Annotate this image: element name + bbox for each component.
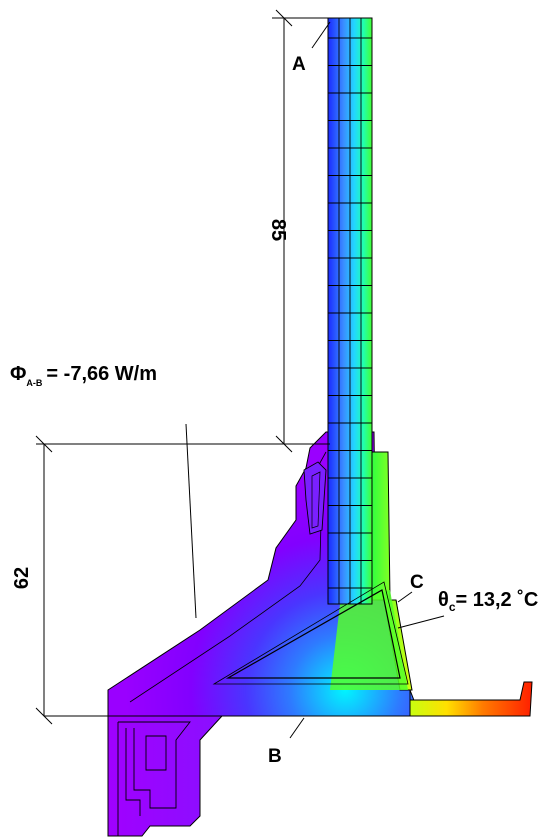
wall-mesh [328,18,372,604]
frame-inner-corner [330,590,408,690]
frame-chamber-triangle-outer [212,581,409,685]
point-a-label: A [292,54,306,75]
point-c-label: C [410,572,424,593]
point-b-label: B [268,746,282,767]
heat-flow-annotation: ΦA-B = -7,66 W/m [10,363,157,388]
frame-clip-detail [303,461,327,535]
lower-profile-chambers [117,721,191,836]
dim-lower-label: 62 [11,567,33,589]
lower-profile [107,715,224,837]
heat-flow-subscript: A-B [26,378,42,388]
temp-symbol: θ [438,589,449,611]
dimension-lower [35,435,330,725]
surface-temp-annotation: θc= 13,2 ˚C [438,588,538,614]
frame-clip-detail-2 [311,471,321,529]
dim-upper-label: 85 [267,219,289,241]
window-sill [409,681,533,717]
heat-flow-symbol: Φ [10,363,26,385]
temp-value: = 13,2 ˚C [456,588,539,611]
heat-flow-value: = -7,66 W/m [46,363,157,385]
temp-subscript: c [449,600,456,614]
frame-chamber-triangle [225,589,401,679]
leader-lines [185,21,445,739]
